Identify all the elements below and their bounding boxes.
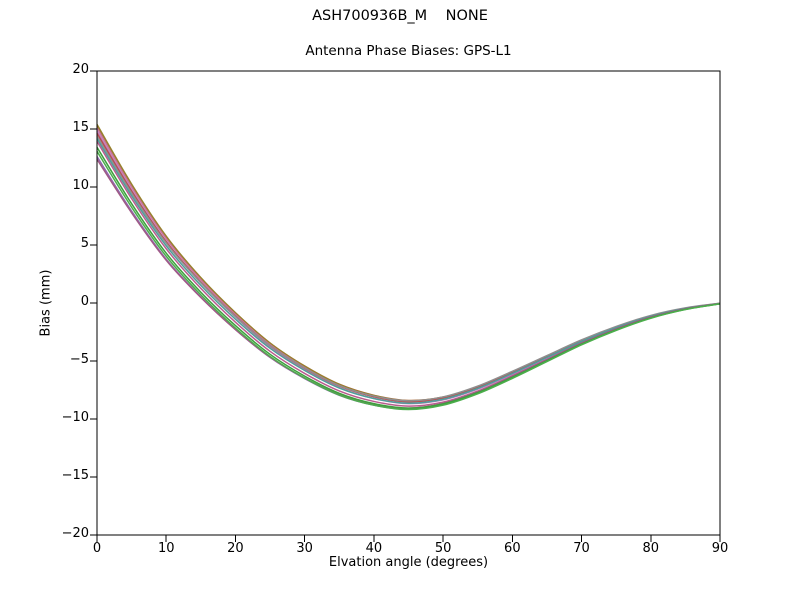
x-tick-label: 80 <box>642 541 660 556</box>
y-tick-label: −20 <box>61 526 89 541</box>
trace-07 <box>96 138 721 404</box>
x-tick-label: 60 <box>504 541 521 556</box>
trace-12 <box>96 150 721 411</box>
y-tick-label: 0 <box>80 294 89 309</box>
y-tick-label: −15 <box>61 468 89 483</box>
x-tick-label: 50 <box>434 541 452 556</box>
y-tick-label: 15 <box>72 120 89 135</box>
trace-01 <box>96 125 721 402</box>
x-tick-label: 70 <box>573 541 590 556</box>
y-tick-label: −5 <box>69 352 89 367</box>
y-tick-label: 20 <box>72 62 89 77</box>
trace-02 <box>96 123 721 402</box>
figure-suptitle: ASH700936B_M NONE <box>312 8 488 24</box>
x-tick-label: 30 <box>296 541 313 556</box>
y-tick-label: 5 <box>80 236 89 251</box>
y-tick-label: 10 <box>72 178 89 193</box>
y-tick-label: −10 <box>61 410 89 425</box>
x-tick-label: 20 <box>227 541 244 556</box>
axes-title: Antenna Phase Biases: GPS-L1 <box>305 43 512 59</box>
x-axis-label: Elvation angle (degrees) <box>328 555 489 570</box>
x-tick-label: 0 <box>92 541 102 556</box>
x-tick-label: 40 <box>365 541 383 556</box>
trace-06 <box>96 135 721 402</box>
x-tick-label: 90 <box>711 541 729 556</box>
x-tick-label: 10 <box>157 541 175 556</box>
axes-spines <box>96 70 721 536</box>
